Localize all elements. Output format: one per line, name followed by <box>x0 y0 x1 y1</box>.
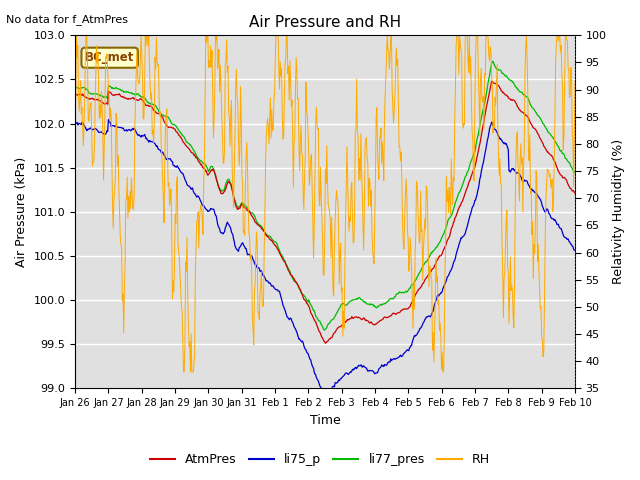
Y-axis label: Relativity Humidity (%): Relativity Humidity (%) <box>612 139 625 284</box>
Text: No data for f_AtmPres: No data for f_AtmPres <box>6 14 129 25</box>
Y-axis label: Air Pressure (kPa): Air Pressure (kPa) <box>15 156 28 267</box>
Text: BC_met: BC_met <box>85 51 134 64</box>
Title: Air Pressure and RH: Air Pressure and RH <box>249 15 401 30</box>
Legend: AtmPres, li75_p, li77_pres, RH: AtmPres, li75_p, li77_pres, RH <box>145 448 495 471</box>
X-axis label: Time: Time <box>310 414 340 427</box>
